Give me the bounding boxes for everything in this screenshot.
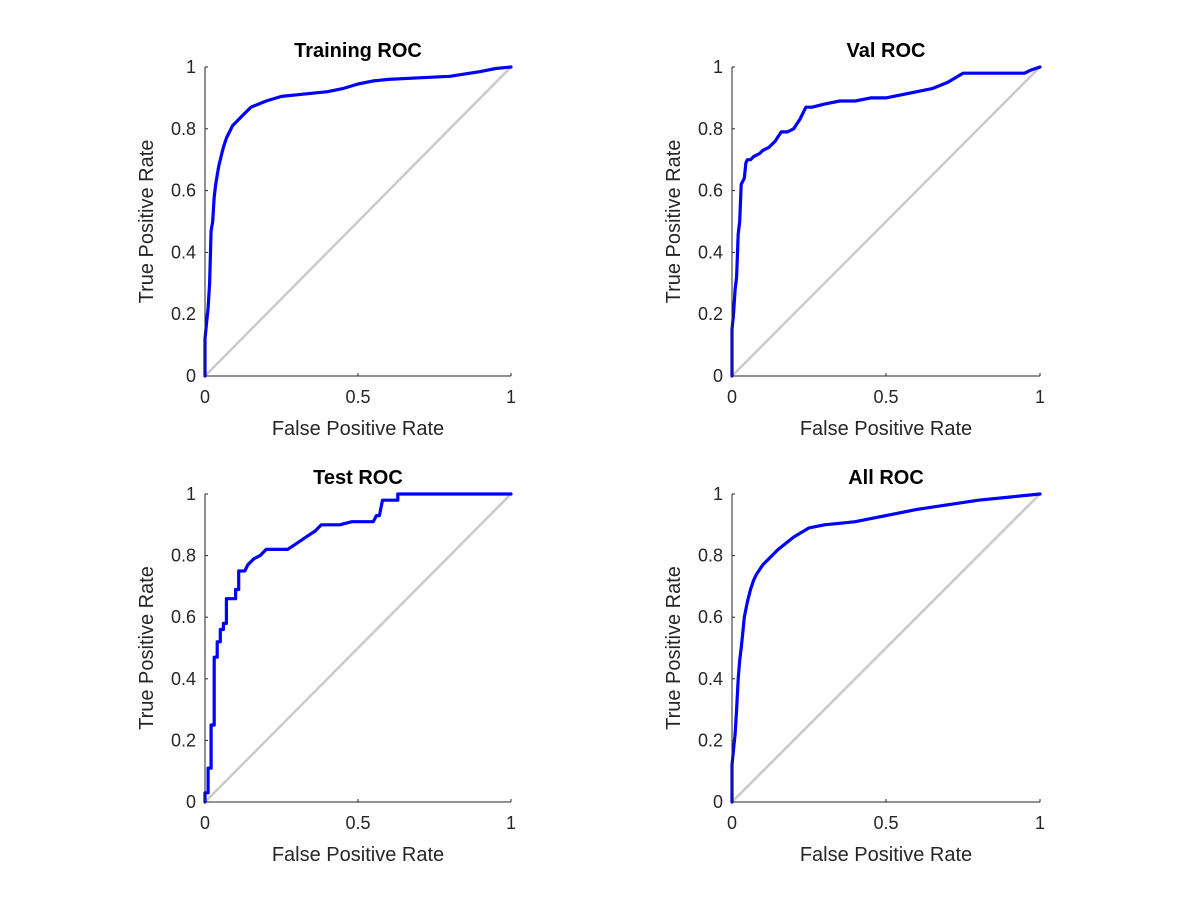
y-tick-label: 0.8 <box>698 546 723 566</box>
roc-panel-2: 0 0.5 1 0 0.2 0.4 0.6 0.8 1 Test ROC False Positiv… <box>136 467 516 866</box>
x-tick-label: 0.5 <box>345 387 370 407</box>
y-tick-label: 0 <box>713 366 723 386</box>
y-tick-label: 0 <box>713 792 723 812</box>
x-tick-label: 1 <box>1035 813 1045 833</box>
chance-diagonal-line <box>203 65 513 378</box>
y-tick-label: 0.4 <box>698 242 723 262</box>
x-axis-label: False Positive Rate <box>272 418 444 440</box>
x-tick-label: 1 <box>506 387 516 407</box>
x-tick-label: 0 <box>200 813 210 833</box>
chance-diagonal-line <box>730 492 1042 804</box>
roc-panel-1: 0 0.5 1 0 0.2 0.4 0.6 0.8 1 Val ROC False Positive… <box>663 40 1045 440</box>
y-tick-label: 0 <box>186 366 196 386</box>
y-tick-label: 0.2 <box>171 304 196 324</box>
x-axis-label: False Positive Rate <box>272 844 444 866</box>
chart-title: Val ROC <box>847 40 926 62</box>
y-tick-label: 0.6 <box>171 607 196 627</box>
y-tick-label: 0.4 <box>171 669 196 689</box>
y-tick-label: 0.6 <box>698 607 723 627</box>
chance-diagonal-line <box>730 65 1042 378</box>
x-tick-label: 1 <box>1035 387 1045 407</box>
x-tick-label: 0 <box>200 387 210 407</box>
y-tick-label: 0.2 <box>171 730 196 750</box>
y-tick-label: 0.2 <box>698 730 723 750</box>
y-tick-label: 0.8 <box>171 546 196 566</box>
chart-title: Test ROC <box>313 467 403 489</box>
chance-diagonal-line <box>203 492 513 804</box>
y-axis-label: True Positive Rate <box>663 566 685 730</box>
x-tick-label: 0.5 <box>345 813 370 833</box>
x-tick-label: 0.5 <box>873 813 898 833</box>
y-tick-label: 1 <box>713 57 723 77</box>
roc-curve <box>203 492 513 804</box>
roc-curve <box>730 492 1042 804</box>
y-tick-label: 0.4 <box>698 669 723 689</box>
y-tick-label: 0.8 <box>171 119 196 139</box>
y-tick-label: 1 <box>186 484 196 504</box>
y-tick-label: 1 <box>713 484 723 504</box>
roc-curve <box>730 65 1042 378</box>
y-tick-label: 0.8 <box>698 119 723 139</box>
roc-curve <box>203 65 513 378</box>
roc-panel-3: 0 0.5 1 0 0.2 0.4 0.6 0.8 1 All ROC False Positive… <box>663 467 1045 866</box>
y-axis-label: True Positive Rate <box>136 566 158 730</box>
y-tick-label: 0.6 <box>698 181 723 201</box>
y-tick-label: 0.6 <box>171 181 196 201</box>
y-axis-label: True Positive Rate <box>663 140 685 304</box>
x-tick-label: 1 <box>506 813 516 833</box>
y-tick-label: 1 <box>186 57 196 77</box>
x-tick-label: 0.5 <box>873 387 898 407</box>
x-axis-label: False Positive Rate <box>800 418 972 440</box>
y-axis-label: True Positive Rate <box>136 140 158 304</box>
x-axis-label: False Positive Rate <box>800 844 972 866</box>
x-tick-label: 0 <box>727 387 737 407</box>
roc-panel-0: 0 0.5 1 0 0.2 0.4 0.6 0.8 1 Training ROC False Pos… <box>136 40 516 440</box>
y-tick-label: 0.4 <box>171 242 196 262</box>
chart-title: Training ROC <box>294 40 422 62</box>
x-tick-label: 0 <box>727 813 737 833</box>
y-tick-label: 0.2 <box>698 304 723 324</box>
y-tick-label: 0 <box>186 792 196 812</box>
chart-title: All ROC <box>848 467 924 489</box>
